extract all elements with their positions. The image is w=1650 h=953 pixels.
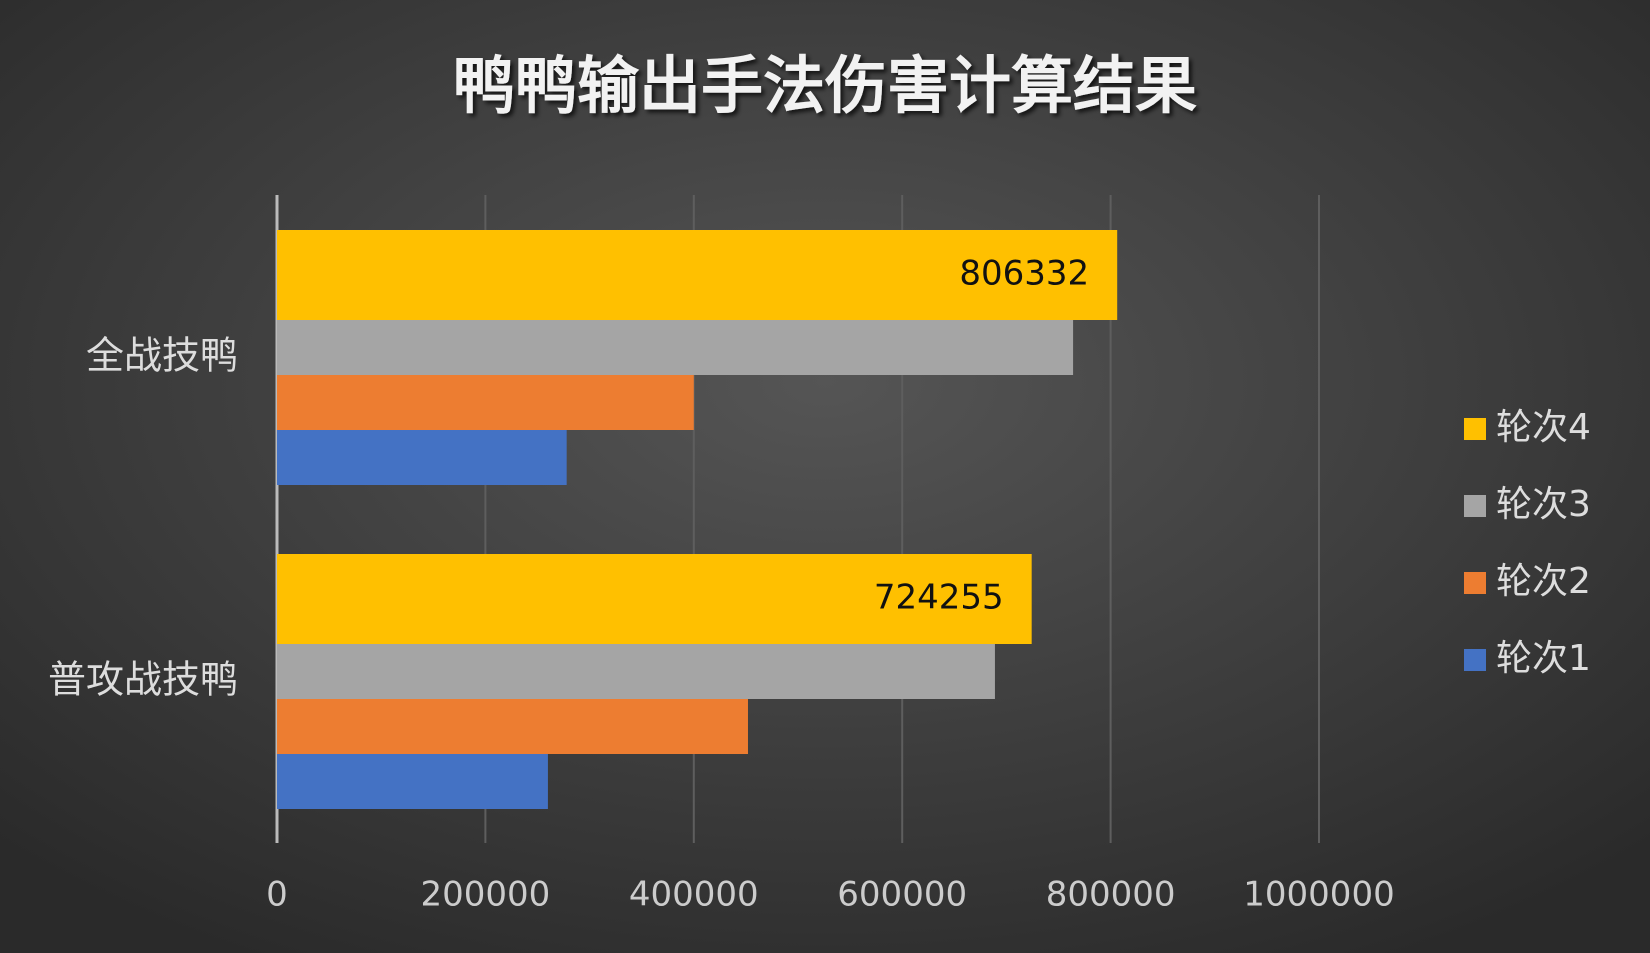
legend-label: 轮次2 xyxy=(1496,561,1591,602)
x-tick-label: 400000 xyxy=(629,875,759,915)
data-label: 806332 xyxy=(959,254,1089,294)
bar xyxy=(277,554,1032,644)
legend-label: 轮次1 xyxy=(1496,638,1591,679)
y-tick-label: 普攻战技鸭 xyxy=(48,658,238,702)
legend-swatch xyxy=(1464,649,1486,671)
x-tick-label: 1000000 xyxy=(1243,875,1394,915)
x-tick-label: 600000 xyxy=(837,875,967,915)
legend-label: 轮次4 xyxy=(1496,407,1591,448)
x-tick-label: 0 xyxy=(266,875,288,915)
y-tick-label: 全战技鸭 xyxy=(86,334,238,378)
bar xyxy=(277,320,1074,375)
legend-label: 轮次3 xyxy=(1496,484,1591,525)
bar xyxy=(277,699,748,754)
bar xyxy=(277,230,1118,320)
x-tick-label: 200000 xyxy=(421,875,551,915)
bar xyxy=(277,644,995,699)
chart-title: 鸭鸭输出手法伤害计算结果 xyxy=(453,49,1197,122)
bar xyxy=(277,754,548,809)
legend-swatch xyxy=(1464,572,1486,594)
legend-swatch xyxy=(1464,418,1486,440)
bar xyxy=(277,375,694,430)
x-tick-label: 800000 xyxy=(1046,875,1176,915)
data-label: 724255 xyxy=(874,578,1004,618)
legend-swatch xyxy=(1464,495,1486,517)
bar xyxy=(277,430,567,485)
